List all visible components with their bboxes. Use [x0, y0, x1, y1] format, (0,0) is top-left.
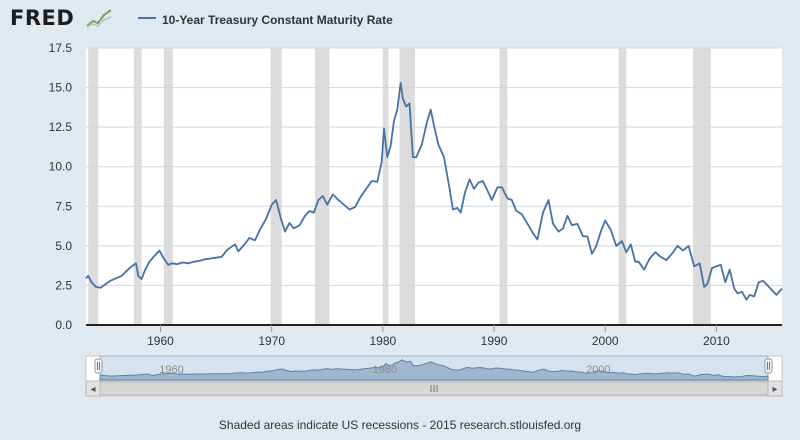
y-tick-label: 5.0 — [55, 239, 72, 253]
scroll-right-arrow-icon: ▸ — [772, 384, 777, 395]
y-tick-label: 17.5 — [49, 41, 73, 55]
recession-band — [315, 48, 330, 325]
fred-logo[interactable]: FRED — [10, 6, 75, 30]
recession-band — [693, 48, 711, 325]
chart-line-icon — [86, 8, 112, 28]
recession-band — [88, 48, 99, 325]
y-tick-label: 15.0 — [49, 81, 73, 95]
x-tick-label: 1960 — [147, 334, 174, 348]
legend-series-name: 10-Year Treasury Constant Maturity Rate — [162, 13, 393, 27]
handle-body[interactable] — [764, 358, 773, 374]
navigator-labels: 1960 1980 2000 — [159, 364, 610, 376]
footer-note: Shaded areas indicate US recessions - 20… — [218, 418, 582, 432]
navigator-label: 1980 — [373, 364, 397, 376]
recession-band — [163, 48, 173, 325]
navigator-handle-right[interactable] — [764, 358, 773, 374]
recession-band — [133, 48, 142, 325]
x-tick-label: 2000 — [592, 334, 619, 348]
scroll-left-button[interactable] — [85, 380, 101, 397]
x-tick-label: 1980 — [370, 334, 397, 348]
recession-band — [499, 48, 508, 325]
chart-header: FRED 10-Year Treasury Constant Maturity … — [0, 0, 800, 36]
y-tick-label: 0.0 — [55, 318, 72, 332]
recession-band — [618, 48, 627, 325]
x-tick-label: 1970 — [258, 334, 285, 348]
range-navigator[interactable]: 1960 1980 2000 ◂ ▸ — [85, 355, 783, 397]
plot-background — [86, 48, 782, 325]
y-tick-label: 12.5 — [49, 120, 73, 134]
grip-icon — [430, 385, 438, 392]
y-tick-label: 2.5 — [55, 278, 72, 292]
x-axis: 1960 1970 1980 1990 2000 2010 — [147, 325, 730, 348]
y-tick-label: 10.0 — [49, 160, 73, 174]
y-axis: 0.0 2.5 5.0 7.5 10.0 12.5 15.0 17.5 — [49, 41, 73, 332]
navigator-handle-left[interactable] — [94, 358, 103, 374]
series-line[interactable] — [85, 81, 783, 301]
handle-body[interactable] — [94, 358, 103, 374]
navigator-label: 1960 — [159, 364, 183, 376]
navigator-series-area — [99, 359, 769, 381]
recession-band — [270, 48, 282, 325]
recession-bands — [88, 48, 711, 325]
chart-area: 0.0 2.5 5.0 7.5 10.0 12.5 15.0 17.5 1960 1970 198… — [49, 41, 783, 397]
legend[interactable]: 10-Year Treasury Constant Maturity Rate — [138, 11, 393, 27]
scroll-right-button[interactable] — [767, 380, 783, 397]
x-tick-label: 1990 — [481, 334, 508, 348]
recession-band — [382, 48, 389, 325]
y-tick-label: 7.5 — [55, 199, 72, 213]
scroll-left-arrow-icon: ◂ — [90, 384, 95, 395]
scrollbar[interactable]: ◂ ▸ — [85, 380, 783, 397]
navigator-label: 2000 — [586, 364, 610, 376]
x-tick-label: 2010 — [703, 334, 730, 348]
legend-swatch — [138, 16, 156, 19]
